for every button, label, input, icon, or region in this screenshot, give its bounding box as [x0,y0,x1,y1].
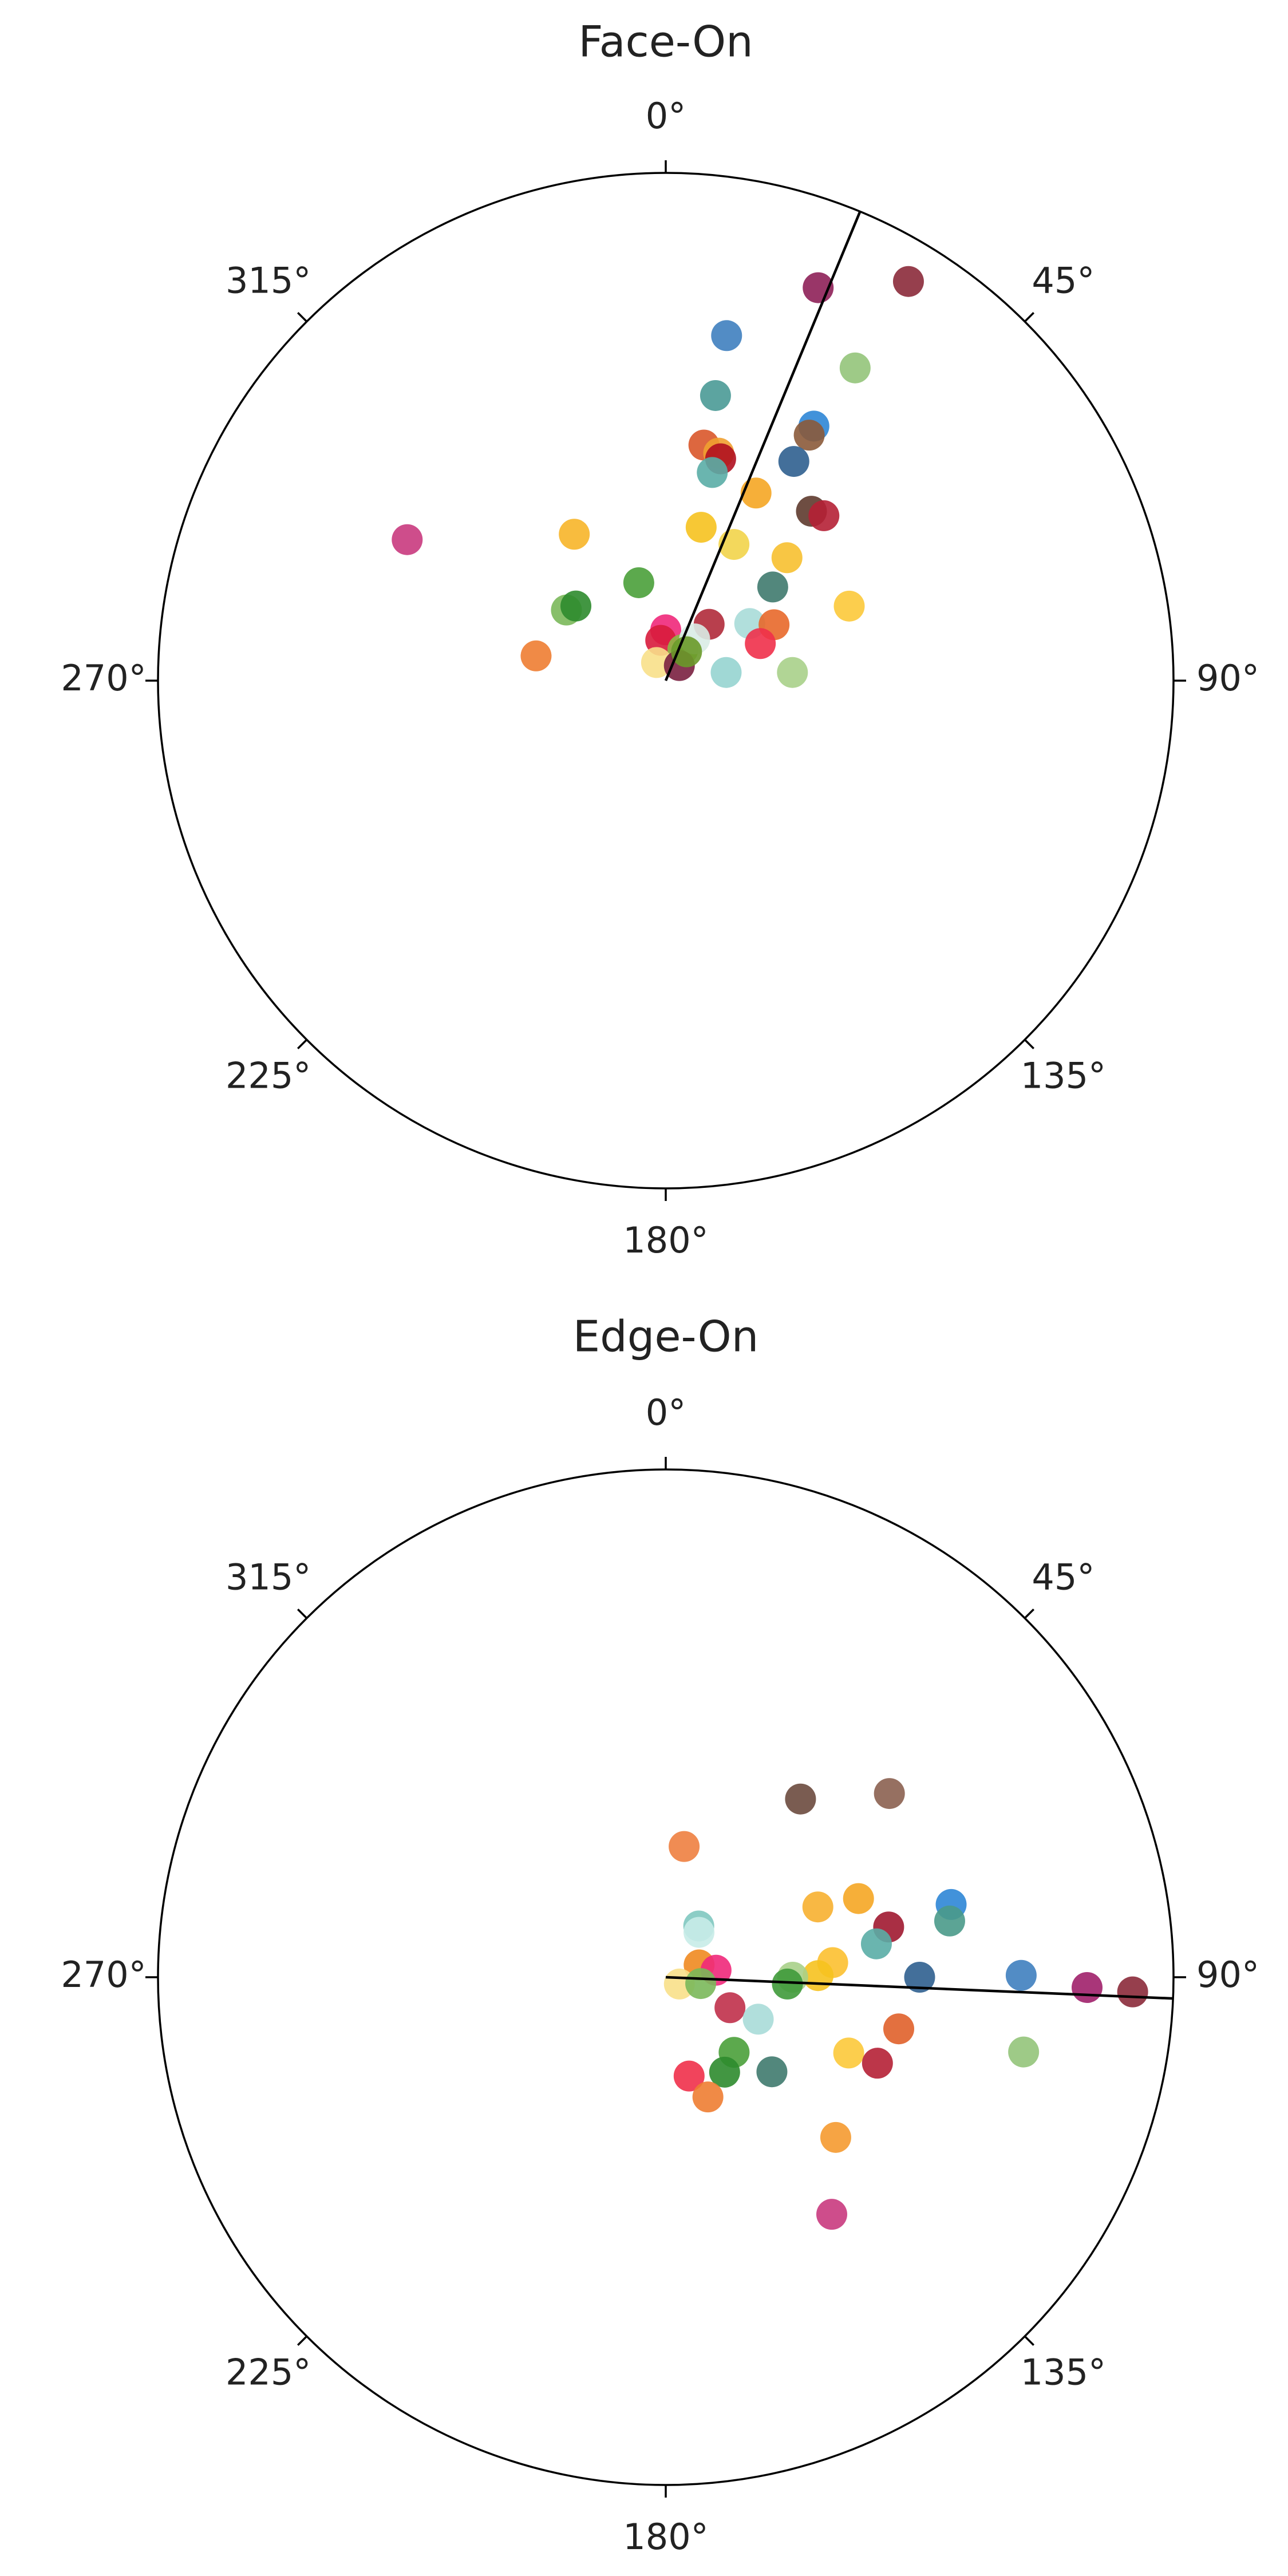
point [860,1928,892,1959]
point [669,1831,700,1862]
point [874,1778,905,1809]
point [683,1917,715,1948]
point [757,571,788,603]
point [771,542,803,574]
theta-tick-label: 225° [226,2351,311,2393]
point [673,2060,705,2092]
reference-line [665,1976,1174,2000]
theta-tick [1024,312,1034,323]
point [671,636,702,667]
point [1071,1971,1103,2003]
point [697,457,728,488]
theta-tick-label: 180° [623,2516,708,2558]
theta-tick [297,1038,308,1049]
theta-tick-label: 45° [1032,1556,1095,1598]
point [793,420,825,451]
point [520,640,552,671]
point [710,657,742,688]
point [714,1992,746,2024]
theta-tick-label: 135° [1021,2351,1106,2393]
theta-tick-label: 270° [61,657,146,699]
theta-tick-label: 0° [646,95,686,137]
point [1008,2036,1040,2068]
theta-tick-label: 225° [226,1054,311,1096]
theta-tick [1024,2335,1034,2346]
theta-tick-label: 0° [646,1392,686,1433]
point [785,1783,816,1815]
point [820,2121,851,2153]
point [709,2056,740,2088]
theta-tick-label: 180° [623,1219,708,1261]
point [778,446,809,477]
point [685,512,717,543]
point [892,266,924,297]
point [742,2004,774,2035]
point [756,2056,788,2088]
theta-tick-label: 90° [1196,657,1259,699]
point [641,647,672,678]
point [816,2199,847,2230]
point [772,1968,803,2000]
chart-title: Edge-On [573,1311,758,1362]
reference-line [664,211,862,681]
theta-tick [297,1609,308,1619]
point [839,352,871,384]
point [802,1891,833,1923]
theta-tick-label: 45° [1032,260,1095,302]
point [623,567,654,598]
point [711,320,742,351]
point [808,500,840,531]
point [392,524,423,555]
point [843,1883,874,1914]
point [559,519,590,550]
chart-title: Face-On [578,17,753,67]
point [904,1962,935,1993]
theta-tick [297,312,308,323]
theta-tick [1024,1609,1034,1619]
point [934,1905,965,1937]
theta-tick [1024,1038,1034,1049]
point [692,2081,724,2113]
point [777,657,808,688]
point [862,2048,893,2079]
point [1117,1976,1148,2008]
point [1005,1959,1037,1991]
theta-tick-label: 315° [226,260,311,302]
point [883,2013,915,2045]
point [745,628,776,659]
point [833,2037,864,2069]
point [685,1968,717,2000]
point [740,477,772,509]
point [700,380,731,411]
point [560,590,592,622]
theta-tick-label: 90° [1196,1954,1259,1996]
point [833,590,865,622]
theta-tick-label: 135° [1021,1054,1106,1096]
theta-tick-label: 270° [61,1954,146,1996]
theta-tick [297,2335,308,2346]
theta-tick-label: 315° [226,1556,311,1598]
